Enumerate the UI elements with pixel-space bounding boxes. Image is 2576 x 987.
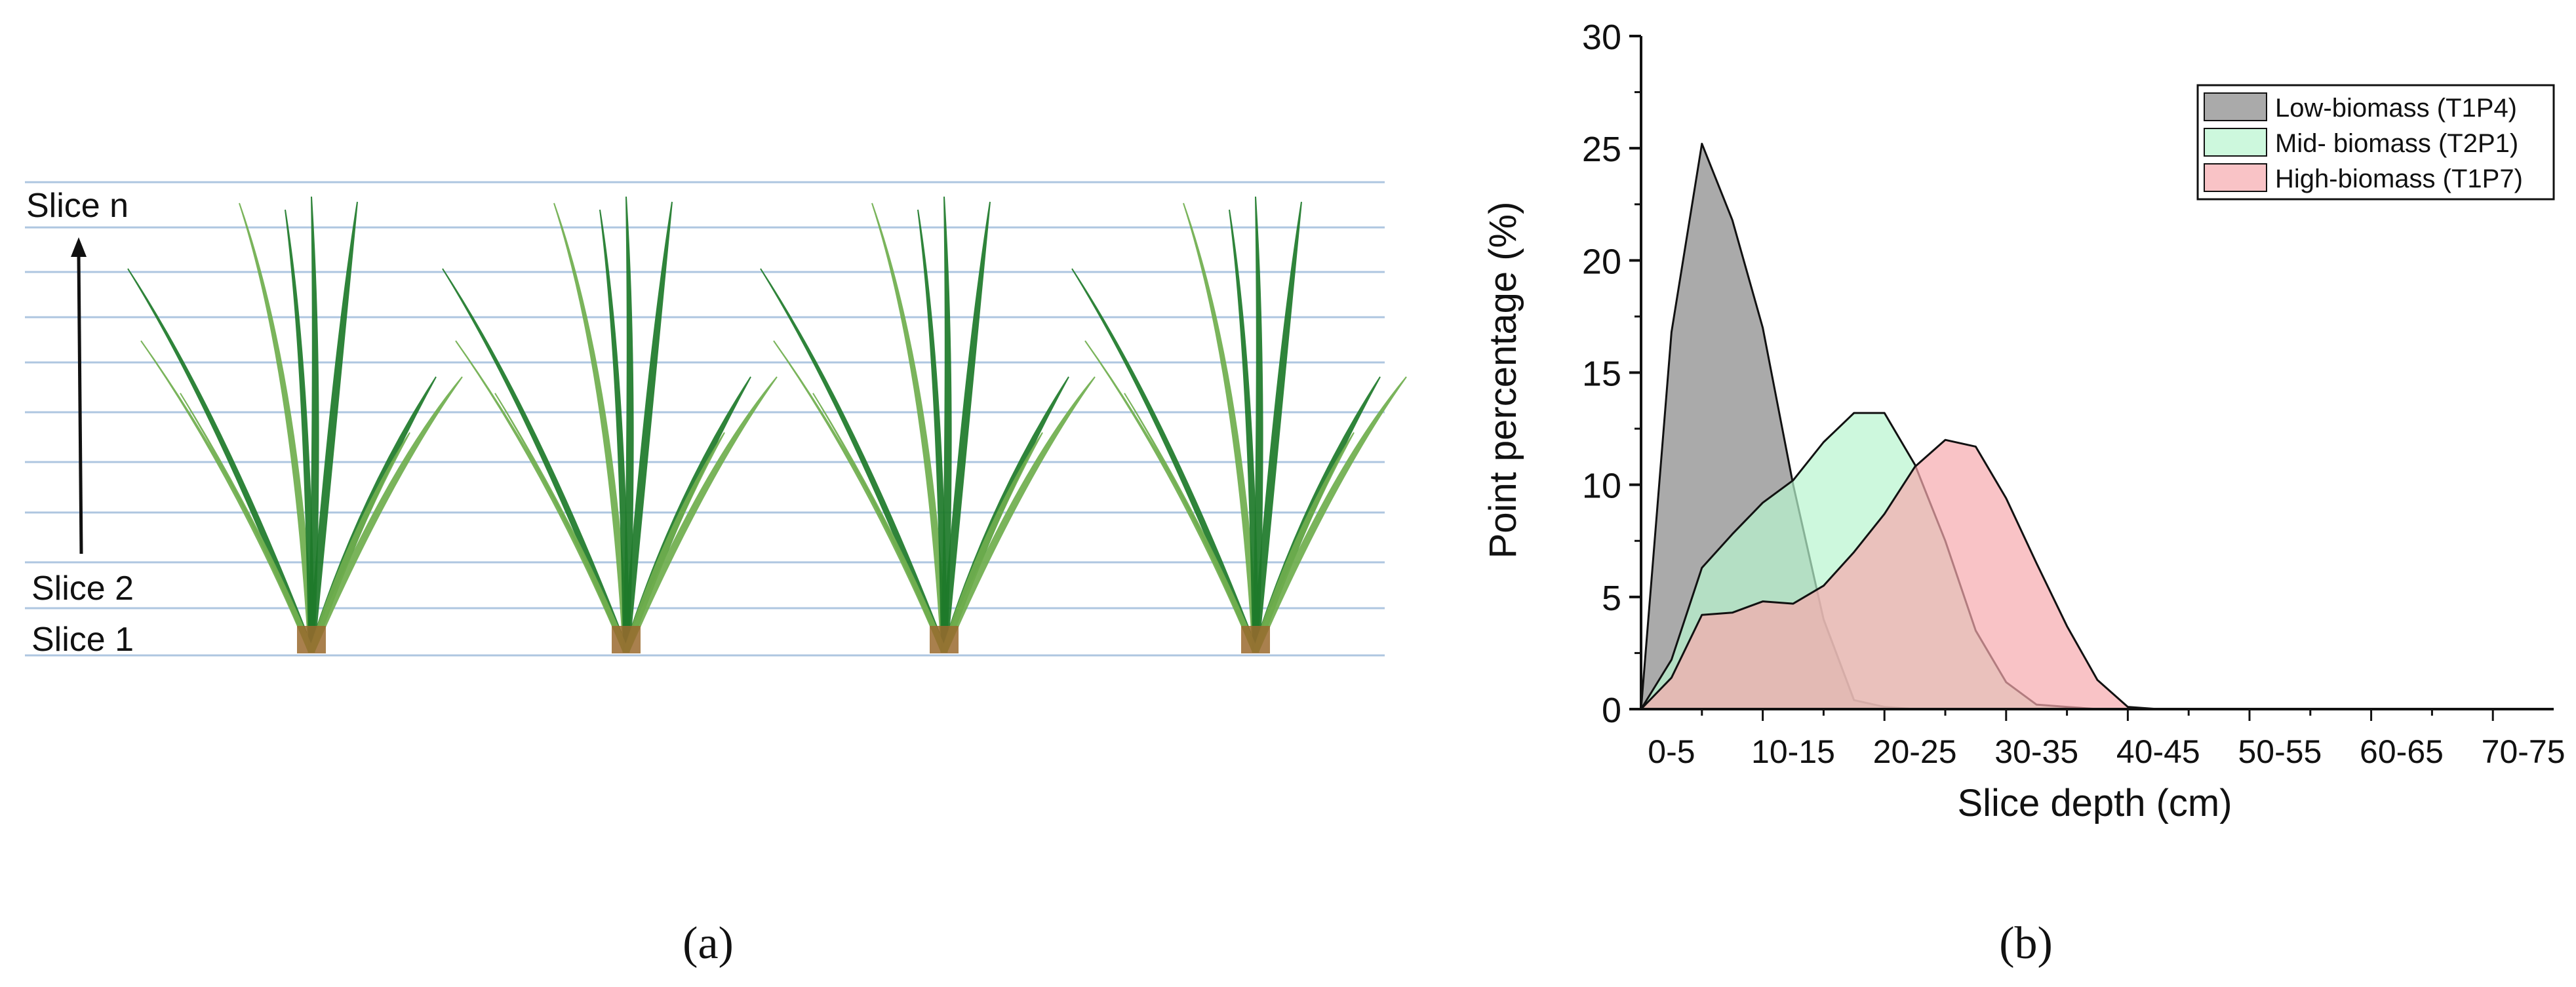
slice-n-label: Slice n [26,187,129,225]
x-tick-label: 20-25 [1873,733,1957,770]
stem-base [612,626,641,653]
slice-lines [25,181,1385,657]
y-tick-label: 5 [1602,579,1621,618]
legend-swatch [2204,163,2267,192]
leaf [622,201,673,653]
leaf [940,196,952,653]
leaf [1084,340,1259,653]
y-tick-label: 0 [1602,691,1621,730]
panel-a-caption: (a) [683,918,734,969]
leaf [1229,209,1259,653]
legend-label: Mid- biomass (T2P1) [2275,129,2518,158]
legend-label: High-biomass (T1P7) [2275,164,2523,193]
panel-b-chart: 0 5 10 15 20 25 30 0-5 10-15 20-25 30-35 40-45 50-5… [1482,18,2566,969]
plant-illustration [442,196,778,653]
y-axis-label: Point percentage (%) [1482,202,1524,559]
plant-illustration [1071,196,1407,653]
y-tick-label: 30 [1582,18,1621,57]
leaf [455,340,630,653]
panel-a-illustration: Slice n Slice 2 Slice 1 (a) [25,181,1407,969]
plant-illustration [127,196,463,653]
series-areas [1640,142,2251,710]
x-tick-label: 60-65 [2360,733,2444,770]
leaf [239,203,315,653]
slice-2-label: Slice 2 [31,570,134,608]
y-tick-label: 20 [1582,242,1621,281]
leaf [1252,196,1263,653]
y-tick-label: 25 [1582,130,1621,169]
y-tick-label: 15 [1582,355,1621,394]
stem-base [1241,626,1270,653]
x-axis-ticks: 0-5 10-15 20-25 30-35 40-45 50-55 60-65 70-75 [1648,709,2566,770]
plant-row [127,196,1407,653]
x-tick-label: 30-35 [1994,733,2078,770]
leaf [599,209,630,653]
chart-legend: Low-biomass (T1P4) Mid- biomass (T2P1) Hig… [2196,84,2555,201]
y-axis-ticks: 0 5 10 15 20 25 30 [1582,18,1641,730]
leaf [307,432,410,653]
leaf [773,340,948,653]
x-axis-label: Slice depth (cm) [1957,782,2232,824]
leaf [307,196,319,653]
leaf [622,432,725,653]
leaf [622,196,634,653]
leaf [917,209,948,653]
legend-swatch [2204,92,2267,121]
stem-base [297,626,326,653]
leaf [285,209,315,653]
x-tick-label: 0-5 [1648,733,1695,770]
leaf [940,432,1043,653]
leaf [1252,432,1355,653]
x-tick-label: 10-15 [1751,733,1835,770]
legend-swatch [2204,128,2267,157]
leaf [940,201,991,653]
plant-illustration [760,196,1096,653]
panel-b-caption: (b) [1999,918,2053,969]
slice-1-label: Slice 1 [31,621,134,659]
leaf [553,203,630,653]
leaf [140,340,315,653]
y-tick-label: 10 [1582,467,1621,506]
leaf [307,201,358,653]
x-tick-label: 40-45 [2116,733,2200,770]
x-tick-label: 50-55 [2238,733,2322,770]
leaf [1252,201,1302,653]
leaf [1183,203,1259,653]
legend-label: Low-biomass (T1P4) [2275,94,2517,123]
upward-arrow-icon [71,237,87,554]
leaf [871,203,948,653]
x-tick-label: 70-75 [2482,733,2566,770]
stem-base [930,626,959,653]
